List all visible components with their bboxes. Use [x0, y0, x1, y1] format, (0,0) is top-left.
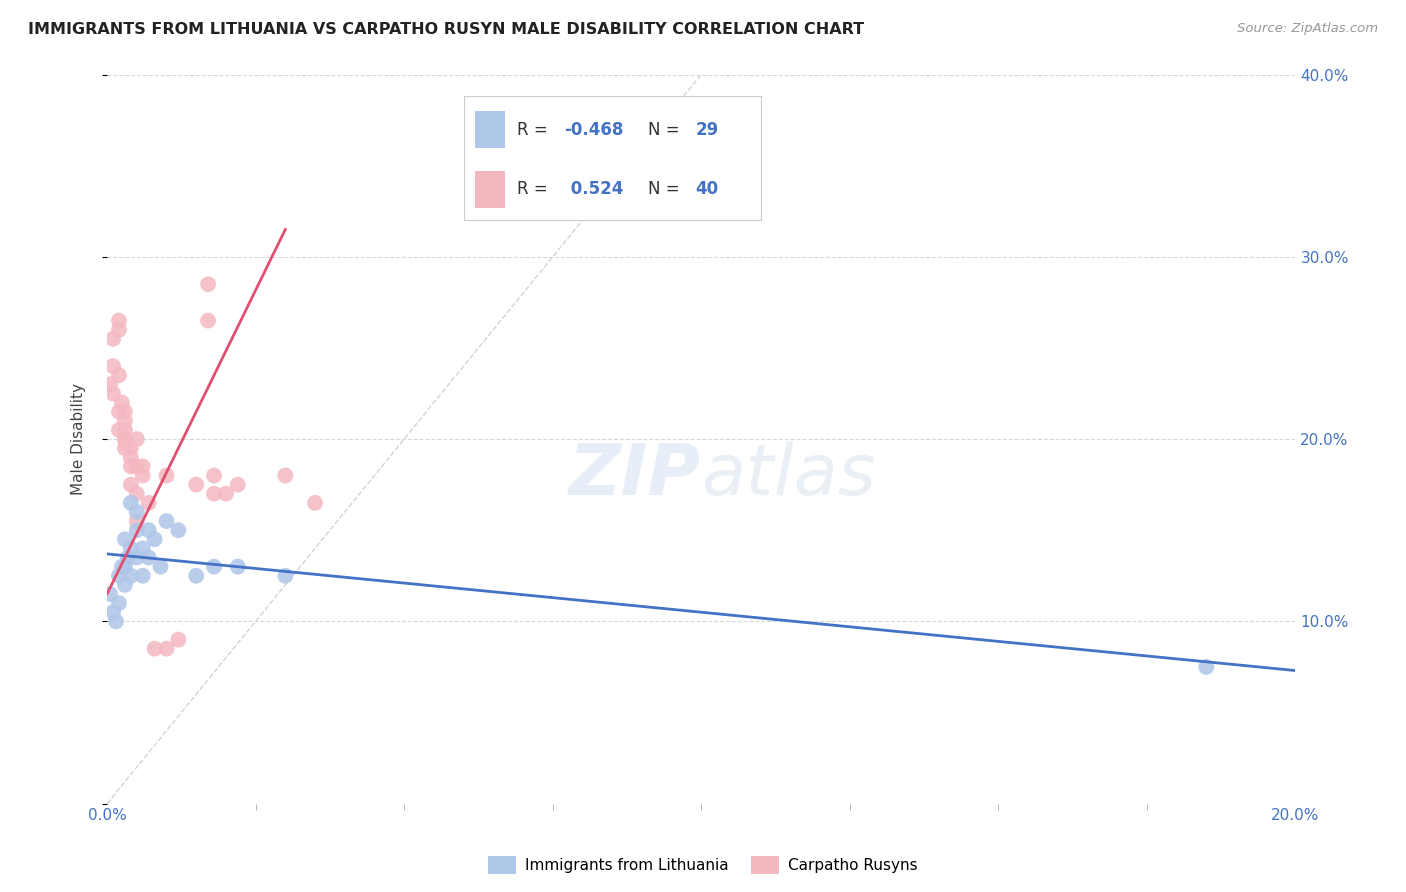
Point	[1195, 660, 1218, 674]
Point	[132, 568, 155, 582]
Point	[120, 450, 142, 465]
Point	[155, 468, 177, 483]
Point	[101, 332, 124, 346]
Point	[114, 414, 136, 428]
Point	[143, 533, 166, 547]
Point	[114, 533, 136, 547]
Point	[143, 641, 166, 656]
Point	[197, 313, 219, 327]
Point	[120, 459, 142, 474]
Point	[138, 496, 160, 510]
Point	[108, 568, 131, 582]
Point	[226, 559, 249, 574]
Y-axis label: Male Disability: Male Disability	[72, 383, 86, 495]
Text: atlas: atlas	[702, 441, 876, 510]
Point	[120, 568, 142, 582]
Point	[114, 578, 136, 592]
Point	[125, 432, 148, 446]
Point	[155, 641, 177, 656]
Point	[125, 514, 148, 528]
Point	[117, 550, 139, 565]
Point	[114, 405, 136, 419]
Point	[149, 559, 172, 574]
Point	[108, 596, 131, 610]
Point	[197, 277, 219, 292]
Point	[167, 632, 190, 647]
Point	[114, 423, 136, 437]
Point	[138, 550, 160, 565]
Point	[167, 523, 190, 537]
Point	[186, 568, 208, 582]
Point	[202, 559, 225, 574]
Point	[274, 468, 297, 483]
Point	[111, 559, 134, 574]
Point	[108, 423, 131, 437]
Point	[120, 496, 142, 510]
Point	[132, 459, 155, 474]
Point	[101, 359, 124, 373]
Point	[120, 441, 142, 455]
Point	[108, 405, 131, 419]
Point	[98, 587, 121, 601]
Point	[132, 541, 155, 556]
Point	[101, 605, 124, 619]
Text: IMMIGRANTS FROM LITHUANIA VS CARPATHO RUSYN MALE DISABILITY CORRELATION CHART: IMMIGRANTS FROM LITHUANIA VS CARPATHO RU…	[28, 22, 865, 37]
Point	[132, 468, 155, 483]
Point	[111, 395, 134, 409]
Point	[114, 559, 136, 574]
Point	[125, 487, 148, 501]
Point	[120, 477, 142, 491]
Point	[101, 386, 124, 401]
Point	[114, 432, 136, 446]
Point	[186, 477, 208, 491]
Point	[125, 505, 148, 519]
Text: ZIP: ZIP	[569, 441, 702, 510]
Legend: Immigrants from Lithuania, Carpatho Rusyns: Immigrants from Lithuania, Carpatho Rusy…	[482, 850, 924, 880]
Point	[202, 468, 225, 483]
Point	[108, 313, 131, 327]
Point	[114, 441, 136, 455]
Point	[125, 523, 148, 537]
Point	[138, 523, 160, 537]
Point	[120, 541, 142, 556]
Point	[104, 615, 127, 629]
Point	[215, 487, 238, 501]
Point	[304, 496, 326, 510]
Point	[98, 377, 121, 392]
Point	[226, 477, 249, 491]
Point	[125, 550, 148, 565]
Point	[155, 514, 177, 528]
Text: Source: ZipAtlas.com: Source: ZipAtlas.com	[1237, 22, 1378, 36]
Point	[108, 368, 131, 383]
Point	[274, 568, 297, 582]
Point	[108, 323, 131, 337]
Point	[114, 432, 136, 446]
Point	[202, 487, 225, 501]
Point	[125, 459, 148, 474]
